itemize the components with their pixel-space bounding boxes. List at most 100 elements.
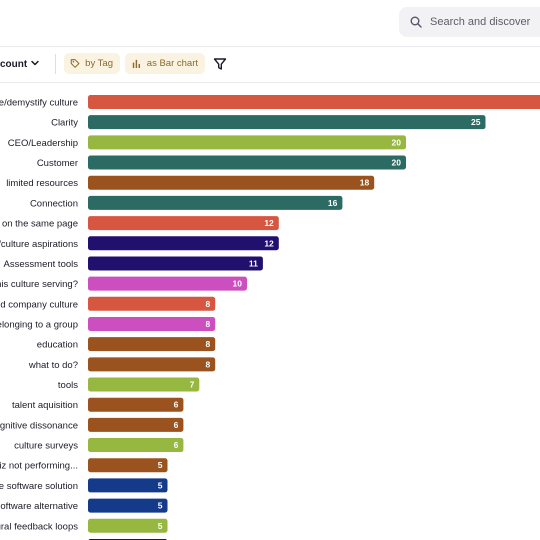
category-label: Clarity: [51, 118, 78, 129]
toolbar-divider: [55, 54, 56, 74]
bar[interactable]: [88, 357, 216, 372]
search-box[interactable]: Search and discover: [399, 7, 540, 37]
category-label: what to do?: [28, 360, 78, 371]
search-icon: [410, 16, 422, 28]
bar-value-label: 5: [158, 521, 163, 531]
bar-value-label: 25: [471, 117, 481, 127]
bar-row[interactable]: Clarity 25: [51, 115, 486, 130]
bar-value-label: 20: [392, 137, 402, 147]
bar-row[interactable]: culture surveys 6: [14, 438, 184, 453]
category-label: Customer: [37, 158, 78, 169]
bar-row[interactable]: e on the same page 12: [0, 216, 279, 231]
bar-row[interactable]: Connection 16: [30, 195, 343, 210]
bar-row[interactable]: d company culture 8: [0, 296, 216, 311]
bar-value-label: 5: [158, 480, 163, 490]
bar-row[interactable]: talent aquisition 6: [12, 397, 184, 412]
bar[interactable]: [88, 417, 184, 432]
bar-value-label: 10: [233, 279, 243, 289]
category-label: CEO/Leadership: [8, 138, 78, 149]
bar-row[interactable]: what to do? 8: [28, 357, 216, 372]
bar-value-label: 12: [264, 238, 274, 248]
bar-value-label: 8: [205, 299, 210, 309]
bar-row[interactable]: CEO/Leadership 20: [8, 135, 406, 150]
view-as-bar-chart-chip[interactable]: as Bar chart: [125, 53, 205, 74]
bar-chart-icon: [132, 59, 140, 68]
bar-value-label: 5: [158, 501, 163, 511]
bar[interactable]: [88, 498, 168, 513]
bar[interactable]: [88, 175, 375, 190]
bar-row[interactable]: e/demystify culture: [0, 95, 540, 109]
bar[interactable]: [88, 397, 184, 412]
tag-icon: [70, 59, 80, 68]
bar[interactable]: [88, 135, 406, 150]
category-label: gnitive dissonance: [0, 420, 78, 431]
chart-toolbar: count by Tag as Bar chart: [0, 46, 540, 83]
category-label: education: [37, 340, 78, 351]
bar-row[interactable]: elonging to a group 8: [0, 316, 216, 331]
bar-row[interactable]: limited resources 18: [6, 175, 375, 190]
bar-row[interactable]: tools 7: [58, 377, 200, 392]
bar-value-label: 16: [328, 198, 338, 208]
bar[interactable]: [88, 115, 486, 130]
bar[interactable]: [88, 518, 168, 533]
bar-value-label: 8: [205, 339, 210, 349]
category-label: ural feedback loops: [0, 521, 78, 532]
category-label: /culture aspirations: [0, 239, 78, 250]
view-chip-label: as Bar chart: [146, 58, 198, 69]
category-label: iz not performing...: [0, 461, 78, 472]
bar-chart: e/demystify culture Clarity 25 CEO/Leadersh…: [0, 95, 540, 540]
bar-value-label: 12: [264, 218, 274, 228]
bar-value-label: 5: [158, 460, 163, 470]
bar[interactable]: [88, 236, 279, 251]
category-label: Connection: [30, 198, 78, 209]
bar-row[interactable]: e software solution 5: [0, 478, 168, 493]
bar-row[interactable]: iz not performing... 5: [0, 458, 168, 473]
category-label: culture surveys: [14, 441, 78, 452]
bar[interactable]: [88, 337, 216, 352]
category-label: limited resources: [6, 178, 78, 189]
bar[interactable]: [88, 195, 343, 210]
metric-selector-label[interactable]: count: [0, 59, 28, 70]
chevron-down-icon[interactable]: [30, 58, 40, 68]
bar[interactable]: [88, 95, 540, 109]
bar-value-label: 20: [392, 158, 402, 168]
search-placeholder: Search and discover: [430, 16, 531, 28]
bar-value-label: 6: [174, 400, 179, 410]
group-by-chip-label: by Tag: [85, 58, 113, 69]
bar-row[interactable]: education 8: [37, 337, 216, 352]
bar-row[interactable]: gnitive dissonance 6: [0, 417, 184, 432]
category-label: e/demystify culture: [0, 98, 78, 109]
bar-value-label: 11: [249, 258, 258, 268]
top-bar: Search and discover: [0, 0, 540, 47]
group-by-tag-chip[interactable]: by Tag: [64, 53, 120, 74]
bar-value-label: 8: [205, 319, 210, 329]
bar-row[interactable]: Customer 20: [37, 155, 406, 170]
bar-value-label: 6: [174, 440, 179, 450]
bar-value-label: 8: [205, 359, 210, 369]
category-label: e software solution: [0, 481, 78, 492]
bar-value-label: 18: [360, 178, 370, 188]
category-label: d company culture: [0, 299, 78, 310]
bar-row[interactable]: his culture serving? 10: [0, 276, 247, 291]
bar[interactable]: [88, 256, 263, 271]
bar[interactable]: [88, 316, 216, 331]
bar-row[interactable]: Assessment tools 11: [4, 256, 263, 271]
bar[interactable]: [88, 296, 216, 311]
bar[interactable]: [88, 155, 406, 170]
bar-value-label: 7: [190, 380, 195, 390]
bar[interactable]: [88, 478, 168, 493]
bar[interactable]: [88, 438, 184, 453]
bar-row[interactable]: ural feedback loops 5: [0, 518, 168, 533]
category-label: oftware alternative: [0, 501, 78, 512]
filter-icon[interactable]: [213, 57, 227, 71]
bar-row[interactable]: /culture aspirations 12: [0, 236, 279, 251]
bar[interactable]: [88, 216, 279, 231]
bar-value-label: 6: [174, 420, 179, 430]
bar-row[interactable]: oftware alternative 5: [0, 498, 168, 513]
category-label: e on the same page: [0, 219, 78, 230]
bar[interactable]: [88, 377, 200, 392]
category-label: Assessment tools: [4, 259, 79, 270]
category-label: tools: [58, 380, 78, 391]
bar[interactable]: [88, 458, 168, 473]
bar[interactable]: [88, 276, 247, 291]
